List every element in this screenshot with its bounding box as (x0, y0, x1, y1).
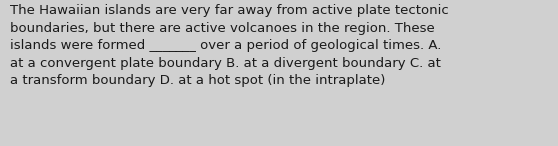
Text: The Hawaiian islands are very far away from active plate tectonic
boundaries, bu: The Hawaiian islands are very far away f… (10, 4, 449, 87)
